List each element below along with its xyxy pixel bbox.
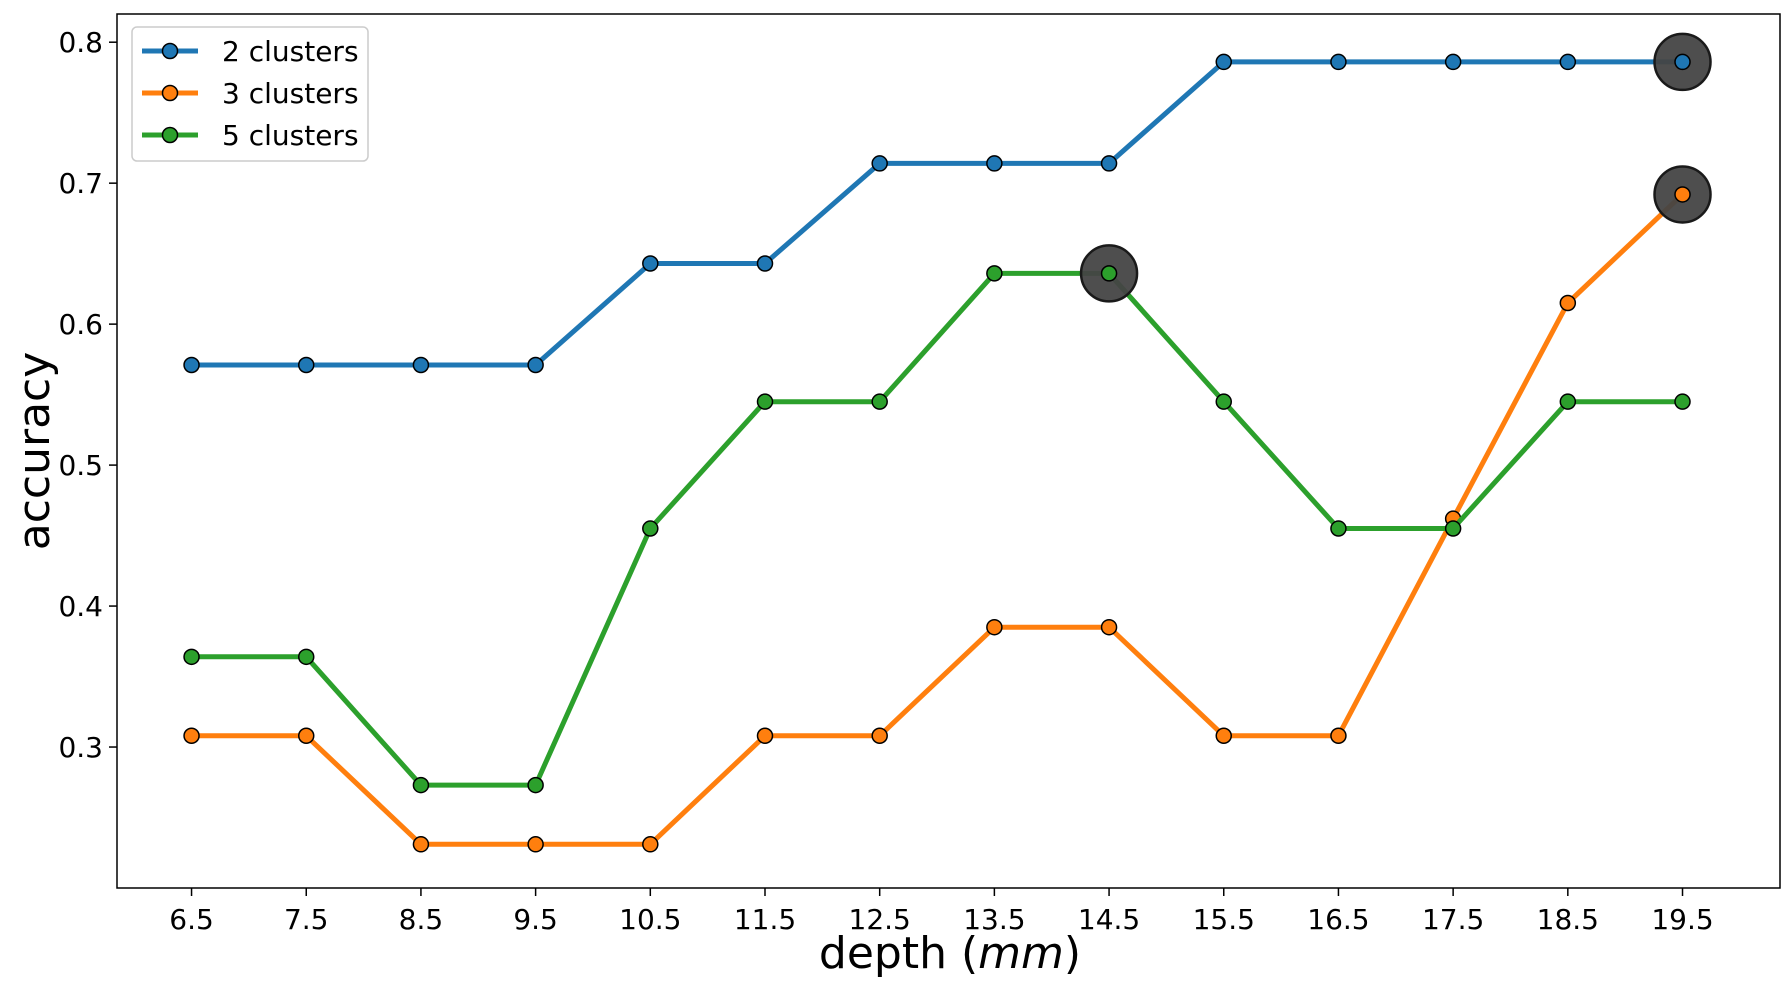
legend-entry: 5 clusters	[142, 119, 359, 152]
best-point-marker	[1100, 265, 1118, 282]
series-1	[183, 32, 1712, 374]
y-axis: 0.3 0.4 0.5 0.6 0.7 0.8	[58, 26, 117, 764]
legend-marker	[161, 42, 179, 60]
x-tick-label: 15.5	[1193, 903, 1255, 936]
data-point	[1100, 618, 1118, 636]
best-point-marker	[1674, 53, 1691, 71]
data-point	[412, 776, 430, 794]
legend-entry: 2 clusters	[142, 35, 359, 68]
best-point-marker	[1674, 186, 1691, 203]
data-point	[183, 727, 200, 745]
data-point	[871, 155, 888, 172]
legend-label: 5 clusters	[222, 119, 359, 152]
data-point	[871, 727, 888, 745]
series-line	[191, 270, 1683, 788]
data-point	[871, 393, 888, 410]
data-point	[183, 648, 200, 666]
y-tick-label: 0.7	[58, 167, 103, 200]
y-tick-label: 0.4	[58, 590, 103, 623]
data-point	[1559, 393, 1577, 410]
x-tick-label: 12.5	[849, 903, 911, 936]
series-line	[191, 59, 1683, 368]
x-axis-title-main: depth	[819, 928, 947, 979]
data-point	[986, 265, 1003, 282]
x-tick-label: 16.5	[1307, 903, 1369, 936]
data-point	[756, 393, 774, 410]
y-tick-label: 0.8	[58, 26, 103, 59]
x-axis-title-unit: mm	[978, 928, 1064, 979]
data-point	[527, 776, 544, 794]
series-2	[183, 165, 1712, 853]
x-tick-label: 9.5	[513, 903, 558, 936]
data-point	[297, 648, 315, 666]
data-point	[527, 356, 544, 374]
x-tick-label: 14.5	[1078, 903, 1140, 936]
data-point	[1559, 53, 1577, 71]
legend-entry: 3 clusters	[142, 77, 359, 110]
data-point	[1444, 520, 1462, 537]
x-tick-label: 18.5	[1537, 903, 1599, 936]
x-tick-label: 8.5	[399, 903, 444, 936]
data-point	[1330, 53, 1347, 71]
data-point	[1100, 155, 1118, 172]
data-point	[1444, 53, 1462, 71]
data-point	[986, 155, 1003, 172]
x-tick-label: 13.5	[963, 903, 1025, 936]
x-axis: 6.5 7.5 8.5 9.5 10.5 11.5 12.5 13.5 14.5 15.5 16.5…	[169, 888, 1714, 936]
data-point	[1215, 53, 1233, 71]
legend-label: 3 clusters	[222, 77, 359, 110]
plot-area-frame	[116, 13, 1781, 889]
y-tick-label: 0.3	[58, 731, 103, 764]
data-point	[1674, 393, 1691, 410]
series-line	[191, 192, 1685, 847]
data-point	[756, 727, 774, 745]
data-point	[1330, 520, 1347, 537]
y-tick-label: 0.5	[58, 449, 103, 482]
legend-marker	[161, 84, 179, 102]
data-point	[412, 356, 430, 374]
data-point	[756, 255, 774, 272]
x-tick-label: 10.5	[619, 903, 681, 936]
legend-box	[131, 26, 369, 162]
data-point	[1215, 393, 1233, 410]
x-tick-label: 7.5	[284, 903, 329, 936]
data-point	[1559, 294, 1577, 312]
data-point	[986, 618, 1003, 636]
data-point	[297, 727, 315, 745]
series-3	[183, 244, 1691, 794]
data-point	[297, 356, 315, 374]
x-tick-label: 6.5	[169, 903, 214, 936]
data-point	[527, 836, 544, 853]
data-point	[183, 356, 200, 374]
x-tick-label: 17.5	[1422, 903, 1484, 936]
legend-marker	[161, 126, 179, 144]
y-tick-label: 0.6	[58, 308, 103, 341]
x-tick-label: 11.5	[734, 903, 796, 936]
data-point	[1215, 727, 1233, 745]
data-point	[412, 836, 430, 853]
data-point	[642, 255, 659, 272]
legend: 2 clusters 3 clusters 5 clusters	[131, 26, 369, 162]
legend-label: 2 clusters	[222, 35, 359, 68]
data-point	[642, 520, 659, 537]
x-axis-title: depth (mm)	[819, 928, 1081, 979]
x-tick-label: 19.5	[1651, 903, 1713, 936]
y-axis-title: accuracy	[9, 352, 60, 551]
series-layer	[183, 32, 1712, 853]
data-point	[1330, 727, 1347, 745]
data-point	[642, 836, 659, 853]
